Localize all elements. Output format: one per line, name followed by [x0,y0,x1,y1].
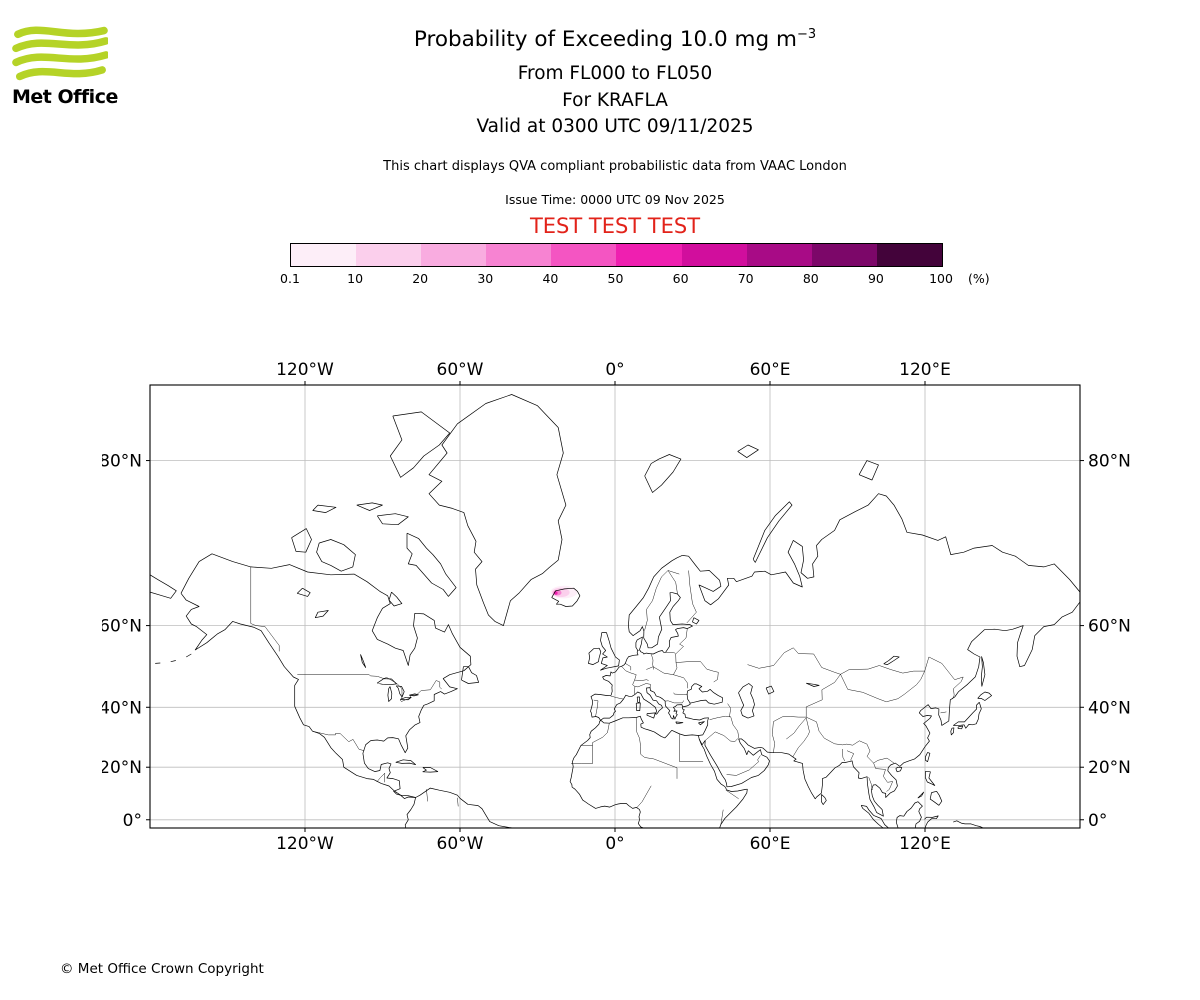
issue-time: Issue Time: 0000 UTC 09 Nov 2025 [505,192,725,207]
lon-tick-label: 0° [605,834,624,854]
logo-wave-icon [12,51,108,67]
axis-labels: 120°W 120°W 60°W 60°W 0° 0° 60°E 60°E 120°E 120°E… [102,360,1131,854]
subtitle-volcano: For KRAFLA [562,90,668,111]
colorbar-tick-label: 100 [929,271,953,286]
colorbar-segment [876,244,942,266]
lat-tick-label: 20°N [1088,758,1131,778]
subtitle-valid-time: Valid at 0300 UTC 09/11/2025 [476,116,754,137]
logo-wave-icon [12,37,108,53]
colorbar-tick-label: 40 [542,271,559,286]
chart-title-text: Probability of Exceeding 10.0 mg m [413,27,797,53]
subtitle-flight-levels: From FL000 to FL050 [517,63,713,84]
colorbar-segment [551,244,617,266]
lon-tick-label: 60°W [437,360,484,380]
colorbar-segment [356,244,422,266]
colorbar-tick-label: 50 [607,271,624,286]
colorbar-segment [421,244,487,266]
coastlines [150,394,1080,828]
met-office-logo-text: Met Office [12,86,118,108]
qva-note: This chart displays QVA compliant probab… [383,159,847,174]
lon-tick-label: 120°E [899,834,951,854]
met-office-logo [12,26,108,81]
colorbar-tick-label: 70 [737,271,754,286]
chart-title-exponent: −3 [796,27,817,42]
colorbar-segment [616,244,682,266]
lat-tick-label: 80°N [102,452,142,472]
colorbar-tick-labels: 0.1 10 20 30 40 50 60 70 80 90 100 [280,271,990,287]
lat-tick-label: 0° [1088,811,1107,831]
colorbar-segment [486,244,552,266]
colorbar-unit-label: (%) [968,271,990,286]
lon-tick-label: 60°E [750,834,791,854]
colorbar-segment [681,244,747,266]
probability-colorbar [290,243,943,267]
lon-tick-label: 0° [605,360,624,380]
lon-tick-label: 60°E [750,360,791,380]
lat-tick-label: 0° [123,811,142,831]
colorbar-tick-label: 90 [867,271,884,286]
colorbar-segment [811,244,877,266]
lat-tick-label: 20°N [102,758,142,778]
lat-tick-label: 80°N [1088,452,1131,472]
logo-wave-icon [15,66,106,81]
lon-tick-label: 60°W [437,834,484,854]
test-banner: TEST TEST TEST [529,214,701,238]
lat-tick-label: 60°N [1088,617,1131,637]
lon-tick-label: 120°E [899,360,951,380]
colorbar-tick-label: 20 [412,271,429,286]
lat-tick-label: 60°N [102,617,142,637]
colorbar-tick-label: 30 [477,271,494,286]
lon-tick-label: 120°W [276,360,334,380]
ash-probability-contours [550,585,578,599]
axis-ticks [146,381,1084,832]
colorbar-segment [291,244,357,266]
lon-tick-label: 120°W [276,834,334,854]
chart-title: Probability of Exceeding 10.0 mg m−3 [15,27,1200,52]
lat-tick-label: 40°N [1088,698,1131,718]
colorbar-tick-label: 0.1 [280,271,300,286]
country-borders [250,566,964,825]
colorbar-tick-label: 60 [672,271,689,286]
colorbar-tick-label: 80 [802,271,819,286]
colorbar-segment [746,244,812,266]
copyright-notice: © Met Office Crown Copyright [60,961,264,977]
colorbar-tick-label: 10 [347,271,364,286]
world-map: 120°W 120°W 60°W 60°W 0° 0° 60°E 60°E 120°E 120°E… [102,360,1131,854]
lat-tick-label: 40°N [102,698,142,718]
logo-wave-icon [14,26,108,39]
